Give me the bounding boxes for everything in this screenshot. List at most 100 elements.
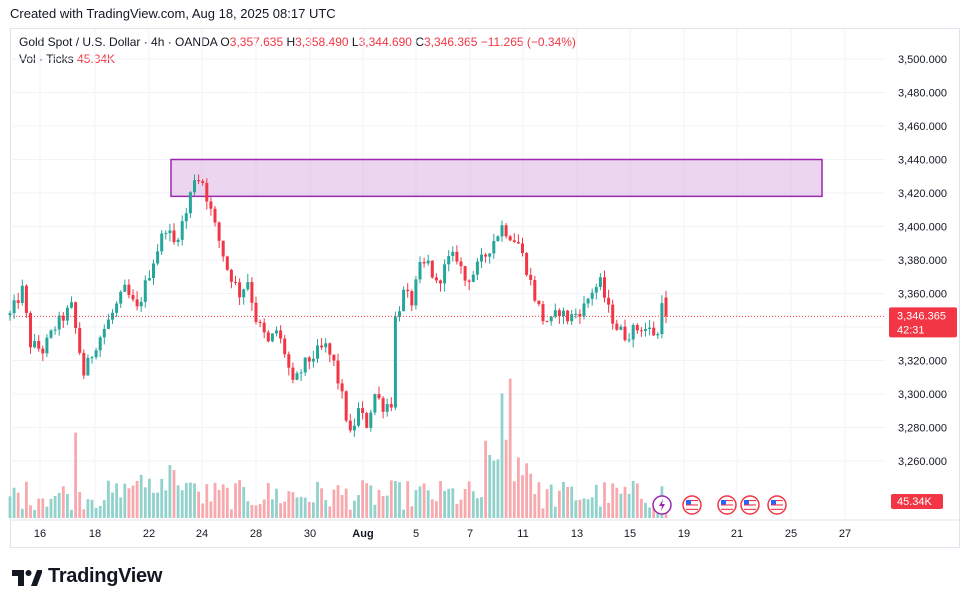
candle-body bbox=[78, 328, 82, 353]
candle-body bbox=[332, 354, 336, 361]
volume-bar bbox=[476, 498, 479, 518]
volume-bar bbox=[574, 500, 578, 518]
volume-bar bbox=[197, 491, 200, 518]
candle-body bbox=[258, 321, 262, 323]
volume-tag-bg bbox=[891, 494, 943, 509]
tradingview-logo: TradingView bbox=[12, 565, 162, 588]
volume-bar bbox=[594, 484, 598, 518]
candle bbox=[270, 333, 274, 343]
candle-body bbox=[307, 357, 311, 362]
volume-bar bbox=[41, 498, 45, 518]
candle bbox=[631, 323, 635, 348]
time-tick-label: 21 bbox=[731, 528, 743, 540]
volume-bar bbox=[111, 492, 114, 518]
last-price-value: 3,346.365 bbox=[897, 310, 946, 322]
volume-bar bbox=[414, 490, 418, 518]
candle-body bbox=[406, 289, 410, 292]
volume-bar bbox=[164, 490, 168, 518]
candle bbox=[525, 251, 529, 277]
candle bbox=[594, 283, 598, 300]
volume-bar bbox=[49, 498, 53, 518]
candle bbox=[143, 275, 147, 308]
legend-change-value: −11.265 (−0.34%) bbox=[480, 35, 576, 49]
candle bbox=[82, 349, 86, 379]
time-tick-label: 27 bbox=[839, 528, 851, 540]
volume-bar bbox=[107, 480, 110, 518]
candle-body bbox=[172, 230, 176, 243]
candle-body bbox=[582, 303, 586, 317]
candle-body bbox=[29, 313, 32, 348]
price-tick-label: 3,480.000 bbox=[898, 88, 947, 100]
candle-body bbox=[201, 181, 205, 183]
candle-body bbox=[229, 269, 233, 282]
price-tick-label: 3,280.000 bbox=[898, 423, 947, 435]
candle-body bbox=[504, 225, 508, 237]
candle bbox=[611, 299, 615, 330]
volume-bar bbox=[562, 481, 565, 518]
volume-bar bbox=[484, 440, 487, 518]
candle-body bbox=[393, 316, 397, 408]
volume-bar bbox=[45, 506, 49, 518]
candle-body bbox=[607, 297, 611, 305]
candle bbox=[307, 356, 311, 370]
volume-bar bbox=[422, 483, 426, 518]
volume-bar bbox=[98, 505, 102, 518]
candle bbox=[172, 223, 176, 245]
volume-bar bbox=[193, 483, 196, 518]
candle-body bbox=[471, 274, 475, 282]
candle bbox=[430, 260, 434, 279]
candle bbox=[180, 215, 184, 246]
candle-body bbox=[188, 192, 192, 214]
candle-body bbox=[139, 301, 143, 307]
candle bbox=[160, 230, 164, 255]
candle bbox=[115, 301, 119, 317]
price-axis: 3,500.000 3,480.000 3,460.000 3,440.000 3,42… bbox=[898, 54, 947, 468]
volume-bar bbox=[582, 498, 586, 518]
volume-bar bbox=[394, 481, 397, 518]
candle-body bbox=[603, 277, 606, 298]
volume-bar bbox=[70, 509, 73, 518]
volume-bar bbox=[279, 503, 282, 518]
volume-bar bbox=[389, 480, 393, 518]
volume-bar bbox=[496, 459, 500, 518]
candle-body bbox=[197, 180, 201, 182]
candle-body bbox=[299, 372, 303, 374]
volume-bar bbox=[139, 474, 143, 518]
candle bbox=[443, 259, 447, 292]
candle bbox=[8, 310, 12, 321]
candle-body bbox=[221, 240, 225, 257]
candle-body bbox=[373, 394, 377, 413]
candle-body bbox=[86, 357, 90, 376]
candle bbox=[398, 306, 401, 322]
candle-body bbox=[176, 239, 180, 243]
candle-body bbox=[53, 329, 57, 331]
volume-bar bbox=[176, 485, 180, 518]
candle-body bbox=[594, 287, 598, 293]
candle bbox=[102, 324, 106, 345]
volume-bar bbox=[61, 486, 65, 518]
volume-bar bbox=[324, 500, 328, 518]
candle-body bbox=[65, 307, 69, 321]
candle bbox=[644, 322, 647, 337]
candle bbox=[418, 256, 422, 284]
candle bbox=[229, 268, 233, 289]
volume-bar bbox=[517, 457, 520, 518]
time-tick-label: 15 bbox=[624, 528, 636, 540]
candle bbox=[262, 318, 266, 339]
candle-body bbox=[570, 314, 574, 322]
candle-body bbox=[475, 261, 479, 275]
price-tick-label: 3,380.000 bbox=[898, 255, 947, 267]
candle bbox=[508, 234, 512, 242]
volume-bar bbox=[205, 484, 209, 518]
candle bbox=[266, 330, 270, 343]
volume-bar bbox=[570, 486, 574, 518]
candle-body bbox=[521, 243, 524, 254]
candle bbox=[492, 233, 496, 259]
legend-symbol[interactable]: Gold Spot / U.S. Dollar · 4h · OANDA bbox=[19, 35, 218, 49]
candle-body bbox=[311, 358, 315, 362]
candle bbox=[86, 354, 90, 376]
candle bbox=[357, 402, 360, 428]
volume-bar bbox=[549, 484, 553, 518]
candle bbox=[53, 326, 57, 335]
